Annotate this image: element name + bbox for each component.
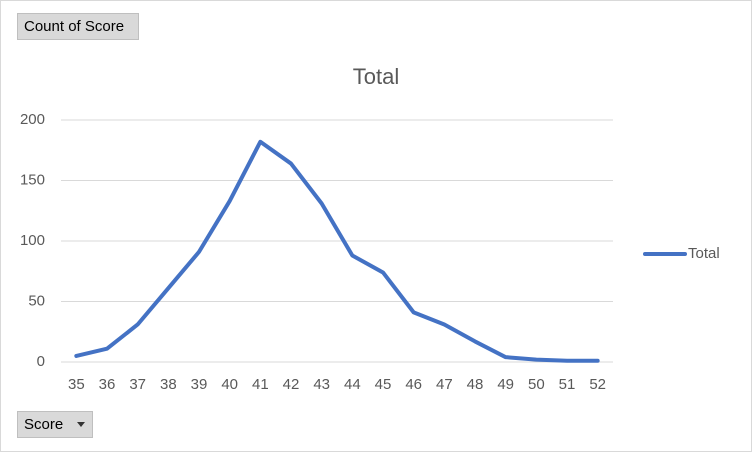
dropdown-arrow: [77, 422, 86, 427]
x-tick-label: 38: [160, 376, 177, 393]
chart-title: Total: [353, 64, 399, 89]
x-tick-label: 51: [559, 376, 576, 393]
y-tick-label: 100: [20, 232, 45, 249]
legend-label: Total: [688, 245, 720, 262]
x-tick-label: 35: [68, 376, 85, 393]
y-tick-label: 150: [20, 171, 45, 188]
x-tick-label: 47: [436, 376, 453, 393]
x-tick-label: 49: [497, 376, 514, 393]
axis-field-label: Score: [24, 416, 64, 433]
x-tick-label: 44: [344, 376, 361, 393]
x-tick-label: 36: [99, 376, 116, 393]
x-tick-label: 48: [467, 376, 484, 393]
y-tick-label: 200: [20, 111, 45, 128]
x-tick-label: 50: [528, 376, 545, 393]
x-tick-label: 43: [313, 376, 330, 393]
x-tick-label: 40: [221, 376, 238, 393]
data-line: [74, 139, 600, 363]
axis-field-button[interactable]: Score: [17, 411, 93, 438]
y-tick-label: 50: [28, 292, 45, 309]
x-tick-label: 37: [129, 376, 146, 393]
value-field-button[interactable]: Count of Score: [17, 13, 139, 40]
x-tick-label: 52: [589, 376, 606, 393]
x-tick-label: 39: [191, 376, 208, 393]
y-tick-label: 0: [37, 353, 45, 370]
x-tick-label: 42: [283, 376, 300, 393]
x-tick-label: 41: [252, 376, 269, 393]
x-tick-label: 46: [405, 376, 422, 393]
x-tick-label: 45: [375, 376, 392, 393]
